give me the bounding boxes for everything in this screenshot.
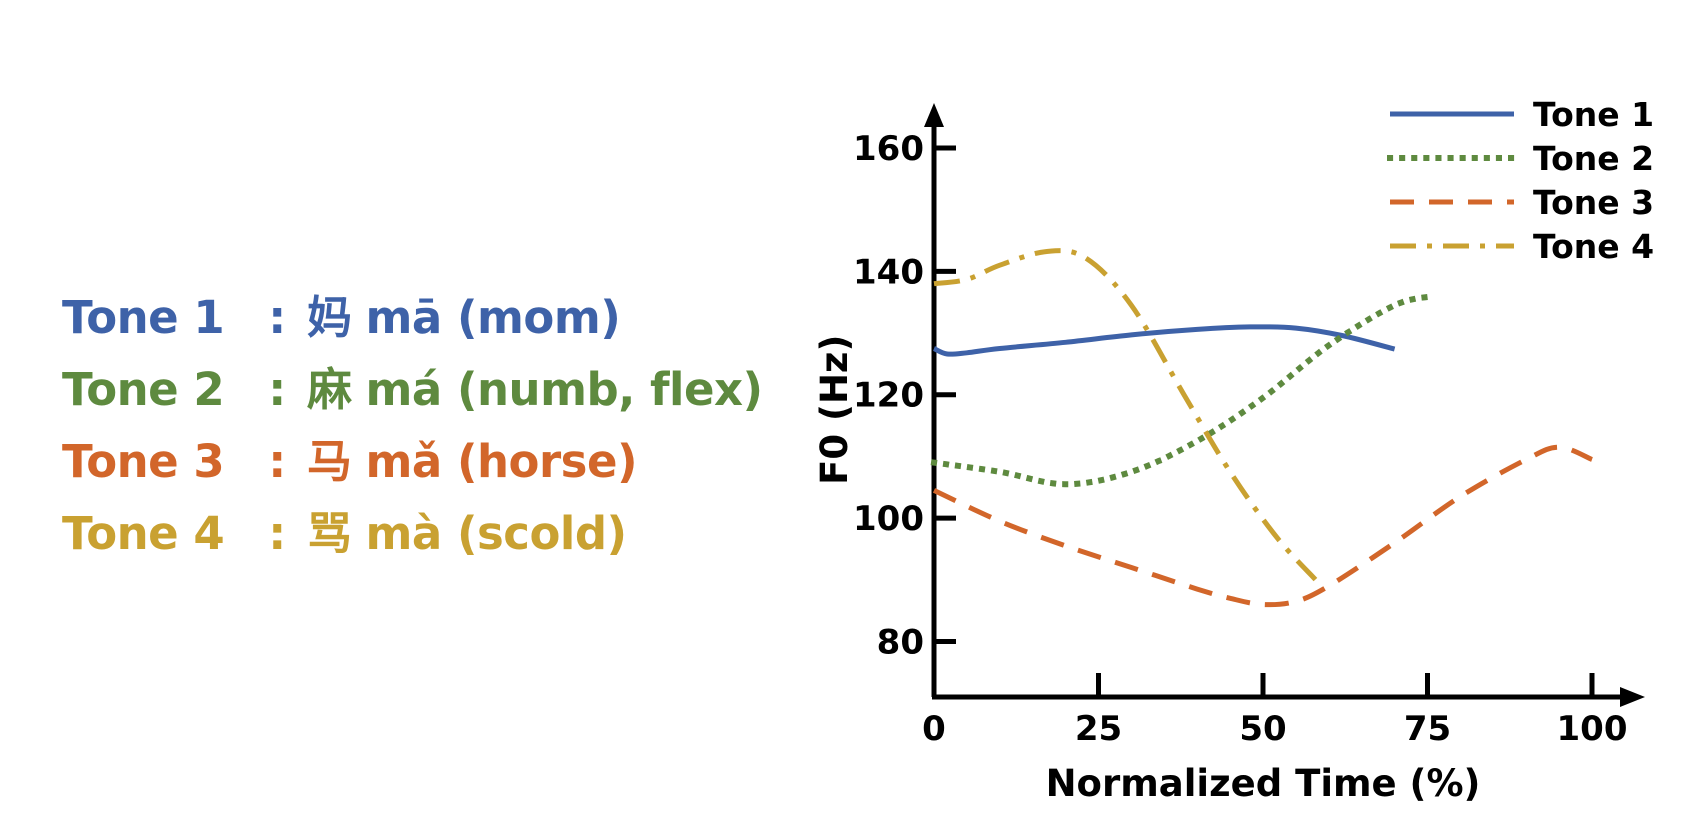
x-tick-label: 100 [1557,709,1628,749]
tone-gloss: (horse) [456,435,638,488]
tone-gloss: (mom) [456,291,621,344]
x-tick-label: 50 [1239,709,1286,749]
tone-gloss: (numb, flex) [456,363,763,416]
tone-pinyin: mā [365,291,443,344]
tone-character: 骂 [307,507,352,560]
x-tick-label: 75 [1404,709,1451,749]
x-axis-label: Normalized Time (%) [1046,762,1481,805]
y-axis-arrowhead [924,103,944,127]
tone-separator: : [268,435,286,488]
tone-item-3: Tone 3: 马 mǎ (horse) [62,426,763,498]
legend-label-tone-3: Tone 3 [1533,183,1654,222]
series-line-tone-1 [932,324,1396,357]
y-tick-label: 120 [853,376,924,416]
tone-character: 麻 [307,363,352,416]
y-axis-label: F0 (Hz) [813,335,856,485]
y-tick-label: 140 [853,252,924,292]
tone-pinyin: má [365,363,443,416]
legend-label-tone-1: Tone 1 [1533,95,1654,134]
tone-separator: : [268,363,286,416]
tone-list: Tone 1: 妈 mā (mom) Tone 2: 麻 má (numb, flex) T… [62,282,763,570]
x-tick-label: 25 [1075,709,1122,749]
tone-character: 马 [307,435,352,488]
series-line-tone-2 [930,292,1438,488]
legend-label-tone-2: Tone 2 [1533,139,1654,178]
axes-layer: 80 100 120 140 160 0 25 50 75 100 Normalized Time … [813,103,1645,805]
legend: Tone 1 Tone 2 Tone 3 Tone 4 [1387,95,1654,266]
y-tick-label: 160 [853,129,924,169]
legend-label-tone-4: Tone 4 [1533,227,1654,266]
tone-label: Tone 4 [62,507,225,560]
tone-label: Tone 3 [62,435,225,488]
tone-item-4: Tone 4: 骂 mà (scold) [62,498,763,570]
series-line-tone-4 [933,248,1318,582]
tone-separator: : [268,507,286,560]
series-line-tone-3 [932,444,1593,608]
tone-gloss: (scold) [456,507,627,560]
tone-label: Tone 1 [62,291,225,344]
tone-character: 妈 [307,291,352,344]
y-tick-label: 80 [877,622,924,662]
tone-label: Tone 2 [62,363,225,416]
y-tick-label: 100 [853,499,924,539]
tone-separator: : [268,291,286,344]
x-axis-arrowhead [1620,687,1645,707]
x-tick-label: 0 [922,709,946,749]
series-layer [930,248,1593,608]
tone-pinyin: mà [365,507,443,560]
tone-item-1: Tone 1: 妈 mā (mom) [62,282,763,354]
tone-item-2: Tone 2: 麻 má (numb, flex) [62,354,763,426]
tone-pinyin: mǎ [365,435,443,488]
